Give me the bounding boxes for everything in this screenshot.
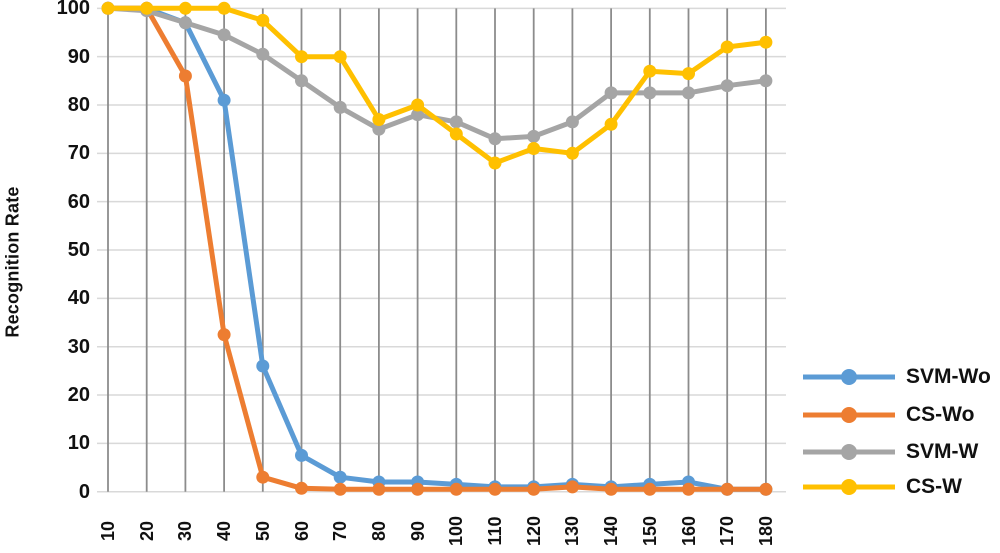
data-point-svm-w <box>256 47 270 61</box>
x-tick-label: 180 <box>755 515 776 547</box>
y-tick-label: 90 <box>67 45 90 68</box>
x-tick-label: 100 <box>446 515 467 547</box>
data-point-cs-wo <box>720 482 734 496</box>
data-point-cs-w <box>759 35 773 49</box>
y-tick-label: 80 <box>67 94 90 116</box>
data-point-svm-w <box>372 122 386 136</box>
y-tick-label: 10 <box>67 432 90 455</box>
data-point-svm-w <box>643 86 657 100</box>
series-line-cs-wo <box>105 5 769 492</box>
data-point-cs-w <box>256 13 270 27</box>
data-point-svm-w <box>217 28 231 42</box>
data-point-svm-w <box>411 108 425 122</box>
data-point-cs-wo <box>411 482 425 496</box>
data-point-svm-w <box>565 115 579 129</box>
x-tick-label: 120 <box>523 515 544 547</box>
data-point-cs-wo <box>333 482 347 496</box>
x-tick-label: 20 <box>136 520 157 542</box>
data-point-cs-wo <box>449 482 463 496</box>
x-tick-label: 80 <box>368 520 389 542</box>
data-point-svm-w <box>333 100 347 114</box>
data-point-svm-wo <box>295 448 308 462</box>
data-point-svm-wo <box>217 93 231 107</box>
data-point-cs-w <box>604 117 618 131</box>
data-point-cs-w <box>217 1 231 15</box>
data-point-cs-wo <box>527 482 541 496</box>
y-tick-label: 70 <box>67 142 90 165</box>
data-point-cs-w <box>720 40 734 54</box>
x-tick-label: 30 <box>175 520 196 542</box>
x-tick-label: 160 <box>678 515 699 547</box>
data-point-cs-w <box>101 1 115 15</box>
data-point-cs-w <box>527 142 541 155</box>
data-point-cs-wo <box>643 482 657 496</box>
series-line-svm-wo <box>105 5 769 492</box>
data-point-svm-w <box>720 79 734 93</box>
y-tick-label: 50 <box>67 239 90 261</box>
data-point-cs-w <box>682 67 695 81</box>
y-tick-label: 30 <box>67 335 90 358</box>
x-tick-label: 90 <box>407 520 428 542</box>
data-point-cs-wo <box>759 482 773 496</box>
data-point-cs-wo <box>217 328 231 342</box>
data-point-svm-w <box>682 86 695 100</box>
data-point-svm-wo <box>333 470 347 484</box>
x-tick-label: 170 <box>717 515 738 547</box>
x-tick-label: 130 <box>562 515 583 547</box>
x-tick-label: 150 <box>639 515 660 547</box>
x-tick-label: 70 <box>330 520 351 542</box>
y-tick-label: 100 <box>56 0 90 20</box>
data-point-svm-w <box>295 74 308 88</box>
data-point-cs-w <box>565 146 579 160</box>
y-tick-label: 60 <box>67 190 90 213</box>
data-point-svm-w <box>604 86 618 100</box>
data-point-cs-wo <box>682 482 695 496</box>
data-point-cs-w <box>178 1 192 15</box>
y-tick-label: 0 <box>78 480 90 503</box>
x-tick-label: 110 <box>485 516 505 546</box>
data-point-cs-w <box>643 64 657 78</box>
data-point-cs-wo <box>565 480 579 494</box>
data-point-cs-w <box>411 98 425 112</box>
x-tick-label: 10 <box>98 520 118 542</box>
data-point-cs-w <box>488 156 502 170</box>
y-tick-label: 40 <box>67 287 90 310</box>
y-tick-label: 20 <box>67 384 90 407</box>
x-tick-label: 60 <box>291 520 312 542</box>
data-point-cs-w <box>295 50 308 64</box>
data-point-cs-wo <box>488 482 502 496</box>
data-point-svm-w <box>488 132 502 146</box>
data-point-svm-w <box>759 74 773 88</box>
data-point-svm-wo <box>256 359 270 373</box>
data-point-cs-wo <box>295 481 308 495</box>
data-point-cs-w <box>333 50 347 64</box>
data-point-svm-w <box>449 115 463 129</box>
data-point-svm-w <box>178 16 192 30</box>
x-tick-label: 140 <box>601 515 622 547</box>
data-point-cs-w <box>449 127 463 141</box>
data-point-cs-wo <box>178 69 192 83</box>
data-point-svm-w <box>527 129 541 143</box>
x-tick-label: 50 <box>252 520 273 542</box>
x-tick-label: 40 <box>214 520 235 542</box>
data-point-cs-w <box>372 113 386 126</box>
data-point-cs-wo <box>372 482 386 496</box>
data-point-cs-w <box>140 1 154 15</box>
data-point-cs-wo <box>256 470 270 484</box>
data-point-cs-wo <box>604 482 618 496</box>
